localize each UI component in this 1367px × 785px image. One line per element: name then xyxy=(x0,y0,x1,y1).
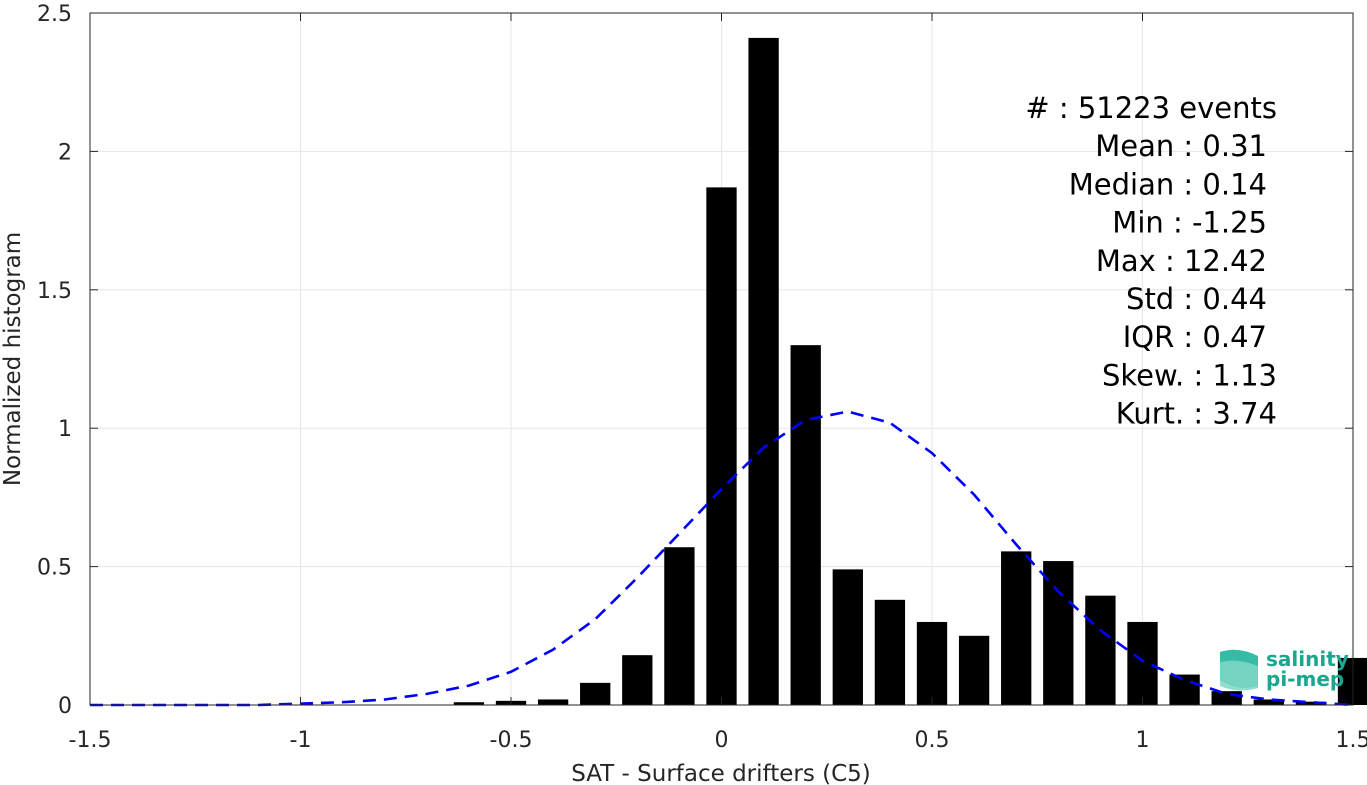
stat-line: Skew. : 1.13 xyxy=(1102,358,1277,392)
stat-line: # : 51223 events xyxy=(1025,91,1277,125)
y-tick-label: 0.5 xyxy=(37,556,72,581)
histogram-bar xyxy=(1253,699,1284,705)
stat-line: Median : 0.14 xyxy=(1069,167,1267,201)
statistics-box: # : 51223 events Mean : 0.31 Median : 0.14… xyxy=(1025,91,1277,431)
histogram-bar xyxy=(706,187,737,705)
histogram-bar xyxy=(622,655,653,705)
histogram-bar xyxy=(1211,691,1242,705)
histogram-bar xyxy=(1001,551,1032,705)
x-tick-label: 1.5 xyxy=(1336,728,1367,753)
histogram-bar xyxy=(1127,621,1158,705)
y-tick-label: 2.5 xyxy=(37,2,72,27)
x-tick-label: -0.5 xyxy=(490,728,533,753)
stat-line: Std : 0.44 xyxy=(1126,282,1267,316)
stat-line: Mean : 0.31 xyxy=(1095,129,1267,163)
salinity-pimep-logo: salinity pi-mep xyxy=(1220,647,1349,691)
x-tick-label: 1 xyxy=(1136,728,1150,753)
y-axis-label: Normalized histogram xyxy=(0,232,26,486)
x-tick-label: 0.5 xyxy=(915,728,950,753)
histogram-bar xyxy=(453,702,485,705)
logo-line2: pi-mep xyxy=(1266,667,1344,691)
histogram-bar xyxy=(1085,595,1116,705)
histogram-bars xyxy=(453,37,1367,706)
histogram-bar xyxy=(1295,701,1327,705)
histogram-bar xyxy=(1169,674,1200,705)
histogram-bar xyxy=(1043,561,1074,705)
histogram-bar xyxy=(832,569,863,705)
x-axis-label: SAT - Surface drifters (C5) xyxy=(571,761,871,785)
x-tick-label: 0 xyxy=(715,728,729,753)
stat-line: IQR : 0.47 xyxy=(1123,320,1267,354)
stat-line: Kurt. : 3.74 xyxy=(1116,397,1277,431)
histogram-bar xyxy=(916,621,948,705)
stat-line: Max : 12.42 xyxy=(1096,244,1267,278)
histogram-bar xyxy=(874,599,906,705)
logo-wave-icon-2 xyxy=(1220,660,1258,691)
histogram-bar xyxy=(664,547,695,705)
y-tick-label: 1.5 xyxy=(37,279,72,304)
axis-ticks xyxy=(89,12,1354,706)
histogram-bar xyxy=(1337,657,1367,705)
y-tick-label: 0 xyxy=(58,694,72,719)
histogram-bar xyxy=(748,37,779,706)
y-tick-label: 1 xyxy=(58,417,72,442)
stat-line: Min : -1.25 xyxy=(1112,206,1267,240)
histogram-bar xyxy=(790,345,821,705)
x-tick-labels: -1.5 -1 -0.5 0 0.5 1 1.5 xyxy=(69,728,1367,753)
x-tick-label: -1 xyxy=(290,728,312,753)
y-tick-labels: 0 0.5 1 1.5 2 2.5 xyxy=(37,2,72,719)
x-tick-label: -1.5 xyxy=(69,728,112,753)
histogram-bar xyxy=(580,682,611,705)
normal-fit-curve xyxy=(90,410,1354,707)
histogram-bar xyxy=(537,699,569,705)
logo-line1: salinity xyxy=(1266,647,1349,671)
histogram-bar xyxy=(958,635,990,705)
y-tick-label: 2 xyxy=(58,140,72,165)
